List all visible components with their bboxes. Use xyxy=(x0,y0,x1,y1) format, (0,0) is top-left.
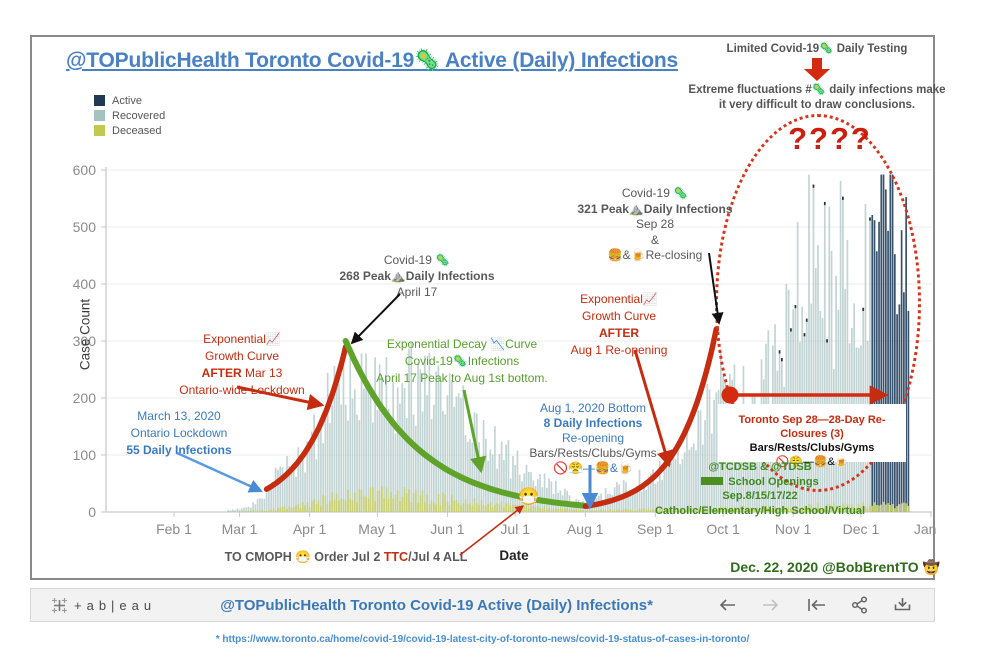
tableau-logo-icon xyxy=(52,597,67,613)
x-axis-title: Date xyxy=(499,548,529,563)
redo-button[interactable] xyxy=(761,597,781,613)
svg-text:Nov 1: Nov 1 xyxy=(775,521,812,537)
svg-text:Mar 1: Mar 1 xyxy=(222,521,258,537)
limited-testing-note: Limited Covid-19🦠 Daily Testing Extreme … xyxy=(662,42,972,113)
undo-arrow-icon xyxy=(719,599,735,611)
note-line: it very difficult to draw conclusions. xyxy=(718,99,916,111)
annotation-school-openings: @TCDSB & @TDSB School Openings Sep.8/15/… xyxy=(654,461,866,517)
svg-text:Oct 1: Oct 1 xyxy=(706,521,740,537)
legend-label: Deceased xyxy=(112,124,162,137)
annotation-sep28-peak: Covid-19 🦠 321 Peak⛰️Daily Infections Se… xyxy=(577,186,733,262)
footnote-link[interactable]: * https://www.toronto.ca/home/covid-19/c… xyxy=(215,634,750,645)
svg-text:Jul 1: Jul 1 xyxy=(500,521,530,537)
svg-text:Apr 1: Apr 1 xyxy=(293,521,327,537)
y-axis-title: Case Count xyxy=(77,298,93,371)
redo-arrow-icon xyxy=(763,599,779,611)
toolbar-title: @TOPublicHealth Toronto Covid-19 Active … xyxy=(220,596,653,614)
svg-text:Aug 1: Aug 1 xyxy=(567,521,604,537)
download-button[interactable] xyxy=(893,596,912,614)
green-bar-icon xyxy=(701,476,724,485)
annotation-aug1-bottom: Aug 1, 2020 Bottom 8 Daily Infections Re… xyxy=(529,401,657,475)
recovered-swatch xyxy=(94,110,105,121)
svg-text:200: 200 xyxy=(73,390,97,406)
chart-title: @TOPublicHealth Toronto Covid-19🦠 Active… xyxy=(66,49,679,72)
svg-text:Sep 1: Sep 1 xyxy=(637,521,674,537)
annotation-exp-decay: Exponential Decay 📉Curve Covid-19🦠Infect… xyxy=(376,337,548,385)
share-button[interactable] xyxy=(851,596,869,614)
svg-text:Jun 1: Jun 1 xyxy=(430,521,464,537)
legend: Active Recovered Deceased xyxy=(94,93,165,138)
legend-item-active[interactable]: Active xyxy=(94,93,165,108)
undo-button[interactable] xyxy=(717,597,737,613)
svg-text:300: 300 xyxy=(73,333,97,349)
annotation-exp-growth-aug1: Exponential📈 Growth Curve AFTER Aug 1 Re… xyxy=(570,292,668,357)
svg-text:Jan 1: Jan 1 xyxy=(914,521,937,537)
annotation-apr17-peak: Covid-19 🦠 268 Peak⛰️Daily Infections Ap… xyxy=(339,253,495,299)
tableau-logo[interactable]: +ab|eau xyxy=(51,597,156,614)
annotation-exp-growth-mar13: Exponential📈 Growth Curve AFTER Mar 13 O… xyxy=(179,332,305,397)
red-down-arrow-icon xyxy=(804,58,830,81)
legend-label: Active xyxy=(112,94,142,107)
annotation-reclosures: Toronto Sep 28—28-Day Re-Closures (3) Ba… xyxy=(718,404,906,468)
legend-item-recovered[interactable]: Recovered xyxy=(94,108,165,123)
svg-text:100: 100 xyxy=(73,447,97,463)
active-swatch xyxy=(94,95,105,106)
svg-text:400: 400 xyxy=(73,276,97,292)
deceased-swatch xyxy=(94,125,105,136)
download-icon xyxy=(894,598,911,611)
svg-text:Feb 1: Feb 1 xyxy=(156,521,192,537)
note-line: Extreme fluctuations #🦠 daily infections… xyxy=(688,84,946,96)
reset-icon xyxy=(808,599,825,611)
tableau-logo-text: +ab|eau xyxy=(74,597,157,613)
svg-text:600: 600 xyxy=(73,162,97,178)
mask-emoji-marker: 😷 xyxy=(518,487,540,506)
svg-text:Dec 1: Dec 1 xyxy=(843,521,880,537)
share-icon xyxy=(851,596,868,614)
legend-item-deceased[interactable]: Deceased xyxy=(94,123,165,138)
annotation-mar13-lockdown: March 13, 2020 Ontario Lockdown 55 Daily… xyxy=(126,409,232,457)
svg-text:May 1: May 1 xyxy=(358,521,396,537)
reset-button[interactable] xyxy=(805,597,827,613)
legend-label: Recovered xyxy=(112,109,166,122)
chart-card: @TOPublicHealth Toronto Covid-19🦠 Active… xyxy=(30,35,946,580)
svg-text:0: 0 xyxy=(88,504,96,520)
annotation-cmoph-order: TO CMOPH 😷 Order Jul 2 TTC/Jul 4 ALL xyxy=(224,550,468,564)
question-marks: ???? xyxy=(788,121,872,156)
author-signature: Dec. 22, 2020 @BobBrentTO 🤠 xyxy=(730,559,940,575)
note-line: Limited Covid-19🦠 Daily Testing xyxy=(726,43,908,55)
tableau-toolbar: +ab|eau @TOPublicHealth Toronto Covid-19… xyxy=(30,588,935,622)
svg-text:500: 500 xyxy=(73,219,97,235)
